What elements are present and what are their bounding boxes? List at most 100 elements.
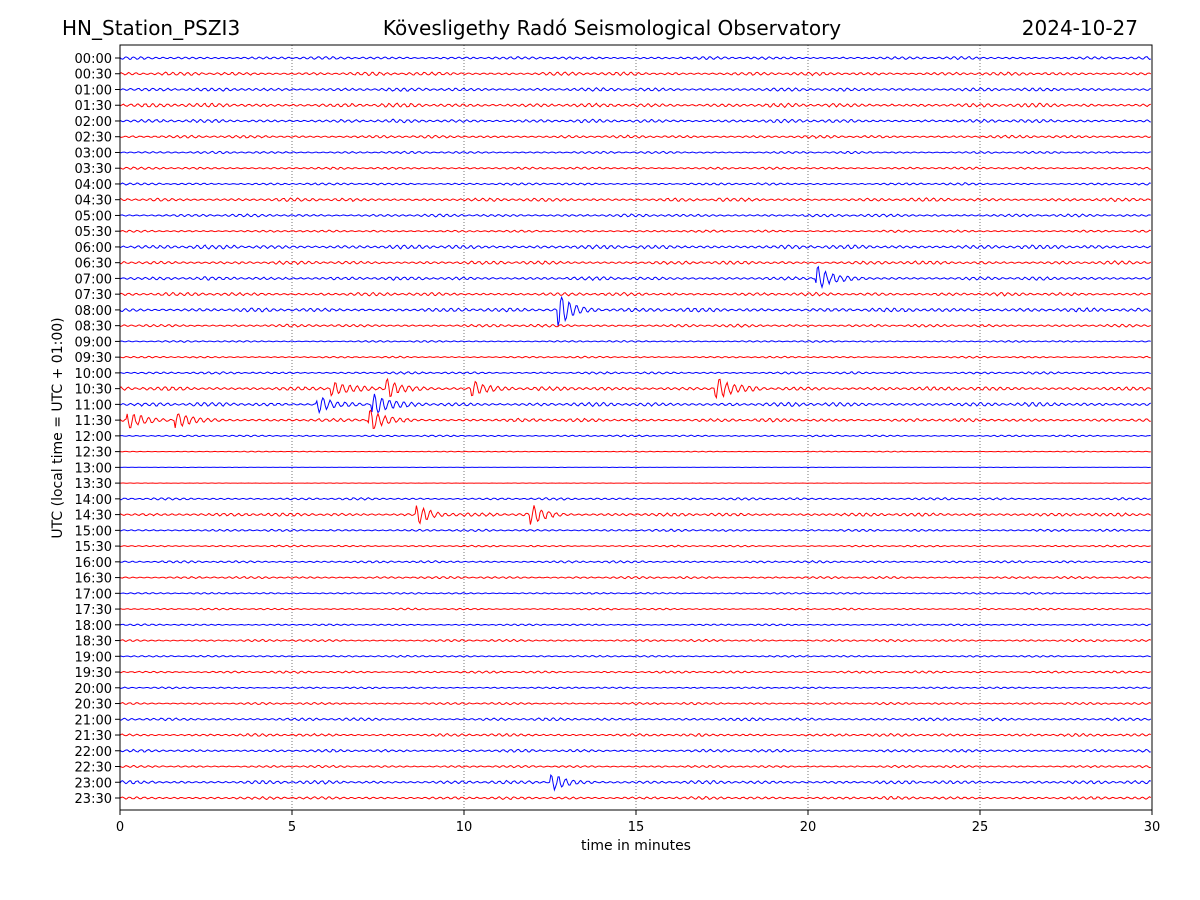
trace-0830 — [119, 323, 1151, 328]
y-tick-label: 19:00 — [75, 650, 112, 665]
y-tick-label: 13:00 — [75, 461, 112, 476]
trace-2100 — [119, 717, 1152, 722]
trace-2200 — [119, 748, 1151, 753]
y-tick-label: 15:30 — [75, 540, 112, 555]
trace-2030 — [119, 701, 1152, 706]
y-tick-label: 07:30 — [75, 288, 112, 303]
trace-1930 — [120, 670, 1151, 674]
trace-0700 — [119, 265, 1152, 289]
y-tick-label: 11:00 — [75, 398, 112, 413]
traces — [119, 55, 1152, 800]
x-axis: 0 5 10 15 20 25 30 — [116, 810, 1160, 835]
y-tick-label: 06:00 — [75, 241, 112, 256]
y-tick-label: 00:30 — [75, 68, 112, 83]
grid-lines — [291, 45, 981, 810]
y-tick-label: 04:30 — [75, 194, 112, 209]
y-tick-label: 15:00 — [75, 524, 112, 539]
y-tick-label: 16:00 — [75, 556, 112, 571]
trace-1030 — [119, 377, 1152, 400]
y-tick-label: 14:30 — [75, 509, 112, 524]
trace-0330 — [119, 166, 1151, 170]
y-tick-label: 23:00 — [75, 776, 112, 791]
trace-1130 — [119, 409, 1151, 429]
y-tick-label: 14:00 — [75, 493, 112, 508]
trace-1730 — [119, 607, 1151, 611]
x-tick-label: 5 — [288, 820, 296, 835]
trace-1830 — [119, 638, 1152, 643]
trace-0230 — [119, 134, 1152, 139]
trace-0030 — [119, 71, 1152, 77]
trace-0600 — [119, 244, 1152, 250]
date-title: 2024-10-27 — [1022, 16, 1138, 40]
y-tick-label: 22:00 — [75, 745, 112, 760]
trace-2130 — [119, 732, 1152, 738]
trace-1600 — [119, 559, 1151, 564]
x-tick-label: 20 — [800, 820, 817, 835]
y-tick-label: 13:30 — [75, 477, 112, 492]
x-tick-label: 15 — [628, 820, 645, 835]
x-tick-label: 30 — [1144, 820, 1161, 835]
y-tick-label: 12:30 — [75, 446, 112, 461]
trace-1100 — [119, 393, 1151, 415]
x-axis-label: time in minutes — [581, 838, 691, 854]
y-tick-label: 10:30 — [75, 383, 112, 398]
y-axis: 00:0000:3001:0001:3002:0002:3003:0003:30… — [75, 52, 120, 807]
y-tick-label: 21:30 — [75, 729, 112, 744]
y-tick-label: 22:30 — [75, 761, 112, 776]
y-tick-label: 07:00 — [75, 272, 112, 287]
trace-2230 — [119, 764, 1151, 769]
y-tick-label: 01:30 — [75, 99, 112, 114]
y-tick-label: 00:00 — [75, 52, 112, 67]
trace-0530 — [119, 229, 1151, 233]
trace-0630 — [119, 260, 1152, 266]
y-tick-label: 17:30 — [75, 603, 112, 618]
station-title: HN_Station_PSZI3 — [62, 16, 240, 40]
y-tick-label: 11:30 — [75, 414, 112, 429]
trace-0900 — [119, 339, 1151, 343]
y-tick-label: 06:30 — [75, 257, 112, 272]
y-axis-label: UTC (local time = UTC + 01:00) — [50, 317, 66, 538]
y-tick-label: 05:30 — [75, 225, 112, 240]
y-tick-label: 08:30 — [75, 320, 112, 335]
trace-1630 — [119, 575, 1151, 580]
x-tick-label: 25 — [972, 820, 989, 835]
y-tick-label: 21:00 — [75, 713, 112, 728]
trace-1530 — [119, 544, 1151, 548]
chart-title: Kövesligethy Radó Seismological Observat… — [383, 16, 841, 40]
trace-1430 — [119, 505, 1151, 525]
trace-2000 — [119, 686, 1152, 690]
y-tick-label: 01:00 — [75, 83, 112, 98]
x-tick-label: 0 — [116, 820, 124, 835]
trace-1400 — [119, 497, 1151, 501]
trace-2330 — [119, 795, 1152, 800]
y-tick-label: 18:00 — [75, 619, 112, 634]
y-tick-label: 02:30 — [75, 131, 112, 146]
y-tick-label: 04:00 — [75, 178, 112, 193]
trace-0200 — [119, 118, 1151, 124]
x-tick-label: 10 — [456, 820, 473, 835]
trace-0800 — [119, 295, 1152, 326]
y-tick-label: 02:00 — [75, 115, 112, 130]
y-tick-label: 20:30 — [75, 698, 112, 713]
trace-1200 — [119, 434, 1151, 438]
trace-1700 — [119, 591, 1151, 595]
trace-0130 — [119, 102, 1151, 109]
y-tick-label: 20:00 — [75, 682, 112, 697]
trace-0100 — [119, 87, 1151, 92]
y-tick-label: 09:00 — [75, 335, 112, 350]
y-tick-label: 12:00 — [75, 430, 112, 445]
trace-1900 — [119, 654, 1151, 658]
trace-0500 — [119, 213, 1151, 218]
trace-1500 — [119, 528, 1151, 533]
y-tick-label: 19:30 — [75, 666, 112, 681]
trace-2300 — [119, 773, 1152, 792]
y-tick-label: 23:30 — [75, 792, 112, 807]
trace-0300 — [119, 150, 1151, 155]
trace-1000 — [119, 371, 1151, 375]
trace-0730 — [119, 291, 1152, 297]
y-tick-label: 16:30 — [75, 572, 112, 587]
trace-0430 — [119, 197, 1152, 203]
trace-0000 — [119, 55, 1151, 61]
y-tick-label: 05:00 — [75, 209, 112, 224]
